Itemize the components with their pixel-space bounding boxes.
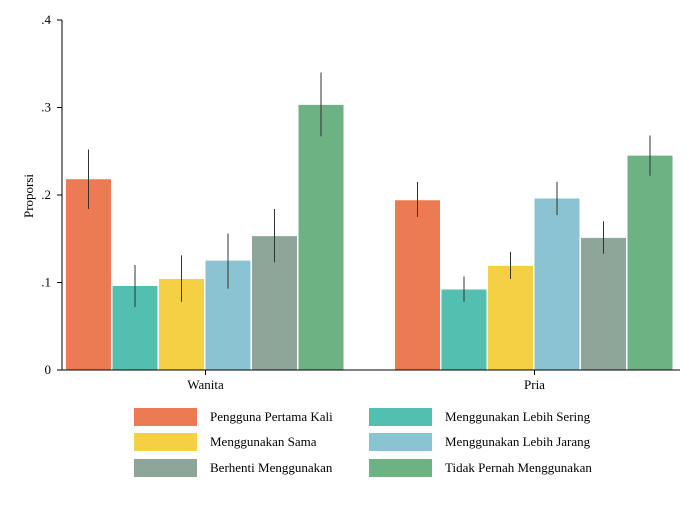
legend-swatch — [134, 408, 197, 426]
legend-swatch — [369, 408, 432, 426]
legend-label: Menggunakan Sama — [210, 434, 317, 449]
bars — [66, 104, 673, 370]
y-tick-label: .1 — [41, 275, 51, 290]
y-tick-label: 0 — [45, 362, 52, 377]
legend: Pengguna Pertama Kali Menggunakan Lebih S… — [134, 408, 592, 477]
legend-label: Tidak Pernah Menggunakan — [445, 460, 592, 475]
error-bars — [88, 72, 651, 307]
y-tick-label: .2 — [41, 187, 51, 202]
bar — [66, 179, 111, 370]
x-tick-label: Wanita — [187, 377, 224, 392]
bar — [395, 200, 440, 370]
bar — [534, 198, 580, 370]
legend-swatch — [134, 433, 197, 451]
bar — [581, 237, 626, 370]
y-tick-label: .3 — [41, 100, 51, 115]
bar — [627, 155, 673, 370]
legend-label: Berhenti Menggunakan — [210, 460, 333, 475]
x-tick-label: Pria — [524, 377, 545, 392]
y-axis-label: Proporsi — [21, 174, 36, 218]
x-axis: Wanita Pria — [62, 369, 680, 392]
legend-label: Pengguna Pertama Kali — [210, 409, 333, 424]
bar — [298, 104, 344, 370]
bar — [441, 289, 487, 370]
legend-swatch — [134, 459, 197, 477]
y-axis: 0 .1 .2 .3 .4 — [41, 12, 63, 377]
legend-label: Menggunakan Lebih Jarang — [445, 434, 591, 449]
bar — [488, 265, 533, 370]
legend-swatch — [369, 459, 432, 477]
y-tick-label: .4 — [41, 12, 51, 27]
legend-swatch — [369, 433, 432, 451]
legend-label: Menggunakan Lebih Sering — [445, 409, 591, 424]
